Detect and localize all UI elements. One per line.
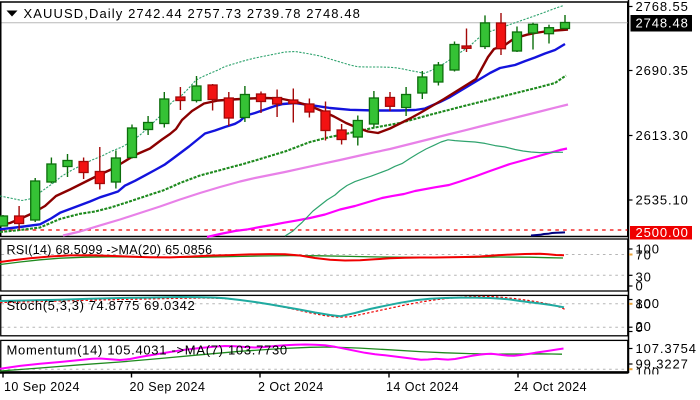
svg-text:107.3754: 107.3754 — [636, 341, 697, 356]
svg-text:2613.30: 2613.30 — [636, 128, 689, 143]
svg-text:2690.35: 2690.35 — [636, 63, 689, 78]
svg-text:20 Sep 2024: 20 Sep 2024 — [130, 380, 206, 394]
svg-text:30: 30 — [636, 269, 652, 284]
svg-text:2500.00: 2500.00 — [636, 225, 689, 240]
svg-text:70: 70 — [636, 248, 652, 263]
svg-text:20: 20 — [636, 319, 652, 334]
svg-text:2768.55: 2768.55 — [636, 0, 689, 14]
svg-text:2535.10: 2535.10 — [636, 192, 689, 207]
svg-text:10 Sep 2024: 10 Sep 2024 — [4, 380, 80, 394]
svg-text:2748.48: 2748.48 — [636, 16, 689, 31]
svg-text:0: 0 — [636, 278, 644, 293]
svg-text:100: 100 — [636, 296, 660, 311]
svg-text:Stoch(5,3,3) 74.8775 69.0342: Stoch(5,3,3) 74.8775 69.0342 — [7, 298, 196, 313]
svg-text:Momentum(14) 105.4031 ->MA(7: Momentum(14) 105.4031 ->MA(7) 103.7730 — [7, 343, 288, 358]
svg-text:XAUUSD,Daily 2742.44 2757.73: XAUUSD,Daily 2742.44 2757.73 2739.78 274… — [24, 6, 362, 21]
svg-text:24 Oct 2024: 24 Oct 2024 — [514, 380, 587, 394]
svg-text:99.3227: 99.3227 — [636, 356, 689, 371]
svg-text:0: 0 — [636, 320, 644, 335]
svg-text:14 Oct 2024: 14 Oct 2024 — [386, 380, 459, 394]
svg-text:100: 100 — [636, 241, 660, 256]
svg-text:80: 80 — [636, 297, 652, 312]
svg-text:RSI(14) 68.5099 ->MA(20) 65.0: RSI(14) 68.5099 ->MA(20) 65.0856 — [7, 243, 213, 257]
svg-text:2 Oct 2024: 2 Oct 2024 — [258, 380, 324, 394]
